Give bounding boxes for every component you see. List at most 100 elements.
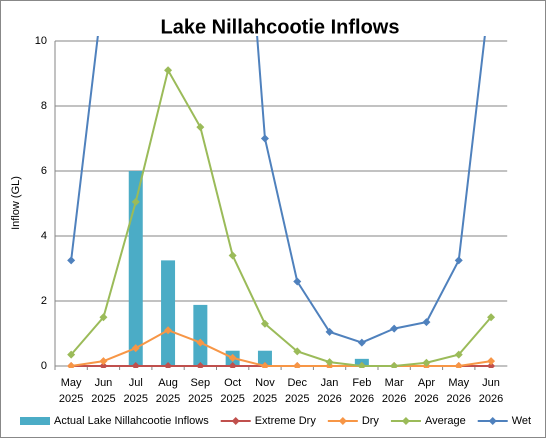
legend-marker (338, 417, 347, 425)
x-tick-year: 2026 (414, 393, 438, 405)
x-tick-month: Apr (418, 377, 435, 389)
series-marker (67, 362, 76, 368)
x-tick-label: Nov 2025 (253, 377, 277, 405)
legend-marker (401, 417, 410, 425)
chart-title: Lake Nillahcootie Inflows (161, 16, 400, 38)
series-marker (99, 313, 108, 322)
series-marker (196, 123, 205, 132)
bar (161, 260, 176, 366)
series-marker (164, 362, 173, 368)
x-tick-month: Jan (321, 377, 339, 389)
x-tick-year: 2026 (317, 393, 341, 405)
series-marker (67, 350, 76, 359)
series-marker (357, 338, 366, 347)
x-tick-label: May 2025 (59, 377, 83, 405)
x-tick-month: Nov (255, 377, 275, 389)
x-tick-year: 2025 (285, 393, 309, 405)
series-marker (325, 327, 334, 336)
x-tick-year: 2026 (382, 393, 406, 405)
series-marker (228, 362, 237, 368)
x-tick-month: Sep (191, 377, 211, 389)
series-marker (293, 362, 302, 368)
series-marker (487, 313, 496, 322)
legend-swatch (20, 417, 50, 425)
x-tick-year: 2025 (156, 393, 180, 405)
x-tick-label: Apr 2026 (414, 377, 438, 405)
y-axis-label: Inflow (GL) (10, 176, 22, 230)
x-tick-label: Dec 2025 (285, 377, 309, 405)
series-line (71, 329, 492, 367)
x-tick-year: 2025 (253, 393, 277, 405)
series-marker (390, 324, 399, 333)
x-tick-label: Jun 2025 (91, 377, 115, 405)
series-marker (293, 347, 302, 356)
x-tick-month: Jul (129, 377, 143, 389)
x-tick-month: Jun (482, 377, 500, 389)
x-tick-label: Feb 2026 (350, 377, 374, 405)
x-tick-month: Mar (385, 377, 404, 389)
x-tick-label: Mar 2026 (382, 377, 406, 405)
x-tick-year: 2026 (350, 393, 374, 405)
series-marker (99, 357, 108, 366)
legend-label: Actual Lake Nillahcootie Inflows (54, 415, 209, 427)
series-marker (487, 357, 496, 366)
x-tick-month: Dec (287, 377, 307, 389)
series-marker (454, 362, 463, 368)
bar (128, 171, 143, 366)
y-tick-label: 4 (41, 230, 47, 242)
legend-marker (231, 417, 240, 425)
x-tick-label: Aug 2025 (156, 377, 180, 405)
x-tick-label: Sep 2025 (188, 377, 212, 405)
x-tick-month: May (61, 377, 82, 389)
series-marker (260, 134, 269, 143)
x-tick-year: 2026 (479, 393, 503, 405)
x-tick-label: Jan 2026 (317, 377, 341, 405)
x-tick-label: Oct 2025 (220, 377, 244, 405)
series-marker (390, 362, 399, 368)
series-marker (164, 326, 173, 335)
legend-label: Average (425, 415, 466, 427)
series-marker (131, 362, 140, 368)
series-marker (164, 66, 173, 75)
legend-label: Extreme Dry (255, 415, 317, 427)
series-marker (131, 344, 140, 353)
series-marker (228, 353, 237, 362)
series-marker (196, 362, 205, 368)
y-tick-label: 0 (41, 360, 47, 372)
y-tick-label: 8 (41, 100, 47, 112)
series-marker (293, 277, 302, 286)
x-tick-year: 2025 (91, 393, 115, 405)
x-tick-month: Feb (352, 377, 371, 389)
legend-label: Dry (362, 415, 380, 427)
series-marker (422, 358, 431, 367)
series-marker (454, 350, 463, 359)
series-marker (422, 318, 431, 327)
x-tick-month: May (448, 377, 469, 389)
legend-label: Wet (512, 415, 531, 427)
y-tick-label: 2 (41, 295, 47, 307)
x-tick-month: Aug (158, 377, 178, 389)
y-tick-label: 6 (41, 165, 47, 177)
series-marker (196, 338, 205, 347)
series-marker (357, 362, 366, 368)
series-marker (325, 358, 334, 367)
y-tick-label: 10 (35, 35, 47, 47)
series-marker (131, 197, 140, 206)
x-tick-year: 2025 (59, 393, 83, 405)
series-marker (228, 251, 237, 260)
plot-area (67, 36, 496, 368)
x-tick-year: 2026 (447, 393, 471, 405)
x-tick-year: 2025 (124, 393, 148, 405)
bar (257, 350, 272, 366)
x-tick-label: Jul 2025 (124, 377, 148, 405)
series-marker (260, 319, 269, 328)
series-marker (67, 256, 76, 265)
series-line (70, 67, 492, 367)
series-marker (260, 362, 269, 368)
x-tick-label: May 2026 (447, 377, 471, 405)
x-tick-month: Oct (224, 377, 241, 389)
series-marker (454, 256, 463, 265)
series-line (70, 36, 486, 344)
